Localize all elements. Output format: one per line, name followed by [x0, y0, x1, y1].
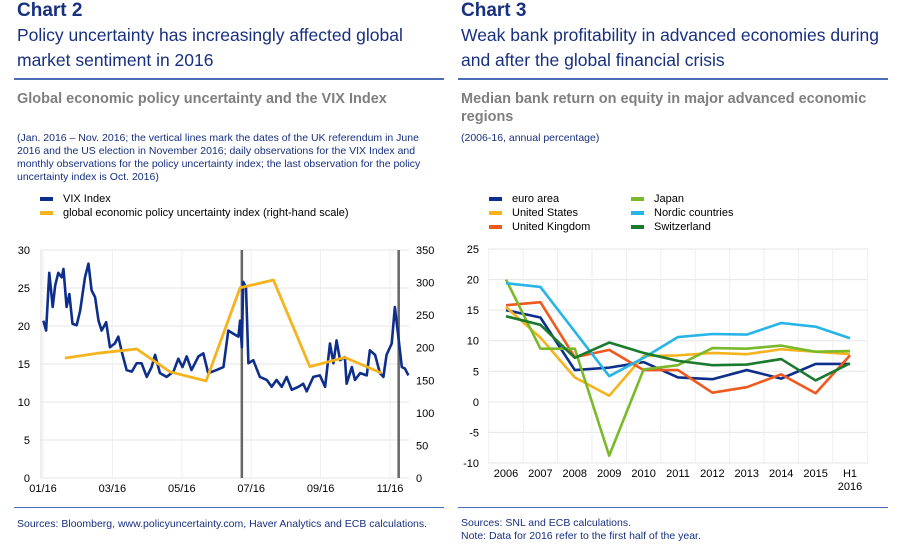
series-line-euro-area	[505, 308, 850, 381]
legend-swatch	[631, 197, 644, 201]
chart3-sources-line2: Note: Data for 2016 refer to the first h…	[461, 530, 701, 542]
legend-item: euro area	[489, 192, 631, 206]
series-line-japan	[504, 278, 851, 457]
legend-item-epu: global economic policy uncertainty index…	[40, 206, 349, 220]
x-tick-label: 2015	[803, 468, 827, 480]
x-tick-label: 03/16	[99, 483, 127, 495]
y-tick-label: 15	[18, 359, 30, 371]
legend-item: United Kingdom	[489, 220, 631, 234]
legend-swatch	[40, 211, 53, 215]
x-tick-label: 01/16	[29, 483, 57, 495]
x-tick-label: 09/16	[307, 483, 335, 495]
legend-label: VIX Index	[63, 193, 111, 205]
legend-swatch	[631, 211, 644, 215]
y2-tick-label: 300	[416, 278, 434, 290]
y-tick-label: 15	[467, 305, 479, 317]
x-tick-label: 2014	[769, 468, 793, 480]
x-tick-label: 2008	[563, 468, 587, 480]
chart3-plot: -10 -5 0 5 10 15 20 25 2006 2007 2008 2009 2010 2011 2…	[463, 244, 868, 493]
y-tick-label: 10	[467, 336, 479, 348]
y2-tick-label: 0	[416, 473, 422, 485]
chart3-rule	[458, 78, 888, 80]
legend-item: Switzerland	[631, 220, 789, 234]
chart2-rule	[14, 78, 444, 80]
y-tick-label: 30	[18, 245, 30, 257]
chart3-sources: Sources: SNL and ECB calculations. Note:…	[461, 517, 701, 543]
y-tick-label: 5	[473, 366, 479, 378]
x-tick-label: 2007	[528, 468, 552, 480]
legend-item: United States	[489, 206, 631, 220]
legend-label: global economic policy uncertainty index…	[63, 207, 349, 219]
legend-label: Nordic countries	[654, 207, 734, 219]
chart3-subtitle: Median bank return on equity in major ad…	[461, 91, 867, 125]
y-tick-label: 5	[24, 435, 30, 447]
y2-tick-label: 350	[416, 245, 434, 257]
y-tick-label: -5	[469, 427, 479, 439]
y-tick-label: 20	[18, 321, 30, 333]
chart2-title: Policy uncertainty has increasingly affe…	[17, 23, 447, 73]
chart3-number: Chart 3	[461, 0, 527, 21]
chart3-title-line1: Weak bank profitability in advanced econ…	[461, 25, 879, 45]
x-tick-label: 07/16	[237, 483, 265, 495]
x-tick-label: 2012	[700, 468, 724, 480]
chart3-note: (2006-16, annual percentage)	[461, 132, 600, 144]
chart2-title-line1: Policy uncertainty has increasingly affe…	[17, 25, 403, 45]
legend-label: euro area	[512, 193, 560, 205]
legend-swatch	[40, 197, 53, 201]
legend-item: Japan	[631, 192, 789, 206]
y-tick-label: 20	[467, 275, 479, 287]
policy-uncertainty-line	[64, 278, 383, 383]
legend-label: United States	[512, 207, 579, 219]
chart2-bottom-rule	[14, 507, 444, 508]
chart3-bottom-rule	[458, 507, 888, 508]
x-tick-label: 2009	[597, 468, 621, 480]
x-tick-label: 2013	[735, 468, 759, 480]
y-tick-label: 25	[467, 244, 479, 256]
chart2-legend: VIX Index global economic policy uncerta…	[40, 192, 349, 220]
legend-label: United Kingdom	[512, 221, 591, 233]
chart3-legend: euro area Japan United States Nordic countr…	[489, 192, 789, 234]
y-tick-label: -10	[463, 458, 479, 470]
legend-swatch	[489, 211, 502, 215]
x-tick-label: 2016	[838, 481, 862, 493]
x-tick-label: 2010	[631, 468, 655, 480]
chart2-note: (Jan. 2016 – Nov. 2016; the vertical lin…	[17, 132, 421, 183]
series-line-united-kingdom	[505, 300, 851, 395]
y2-tick-label: 200	[416, 343, 434, 355]
x-tick-label: 05/16	[168, 483, 196, 495]
chart2-sources: Sources: Bloomberg, www.policyuncertaint…	[17, 518, 428, 530]
y2-tick-label: 100	[416, 408, 434, 420]
x-tick-label: H1	[843, 468, 857, 480]
legend-swatch	[489, 197, 502, 201]
chart3-title-line2: and after the global financial crisis	[461, 50, 725, 70]
x-tick-label: 2011	[666, 468, 690, 480]
legend-swatch	[489, 225, 502, 229]
y2-tick-label: 50	[416, 440, 428, 452]
y-tick-label: 25	[18, 283, 30, 295]
x-tick-label: 11/16	[377, 483, 404, 495]
legend-swatch	[631, 225, 644, 229]
series-line-united-states	[505, 306, 851, 398]
legend-label: Japan	[654, 193, 684, 205]
chart3-sources-line1: Sources: SNL and ECB calculations.	[461, 517, 632, 529]
y2-tick-label: 150	[416, 375, 434, 387]
y-tick-label: 0	[24, 473, 30, 485]
chart2-title-line2: market sentiment in 2016	[17, 50, 214, 70]
y-tick-label: 10	[18, 397, 30, 409]
chart3-title: Weak bank profitability in advanced econ…	[461, 23, 896, 73]
series-line-switzerland	[505, 314, 851, 382]
series-line-nordic-countries	[505, 281, 851, 378]
y-tick-label: 0	[473, 397, 479, 409]
legend-item: Nordic countries	[631, 206, 789, 220]
chart2-number: Chart 2	[17, 0, 83, 21]
chart2-subtitle: Global economic policy uncertainty and t…	[17, 91, 387, 107]
x-tick-label: 2006	[494, 468, 518, 480]
legend-label: Switzerland	[654, 221, 711, 233]
vix-line	[42, 262, 410, 393]
y2-tick-label: 250	[416, 310, 434, 322]
legend-item-vix: VIX Index	[40, 192, 349, 206]
